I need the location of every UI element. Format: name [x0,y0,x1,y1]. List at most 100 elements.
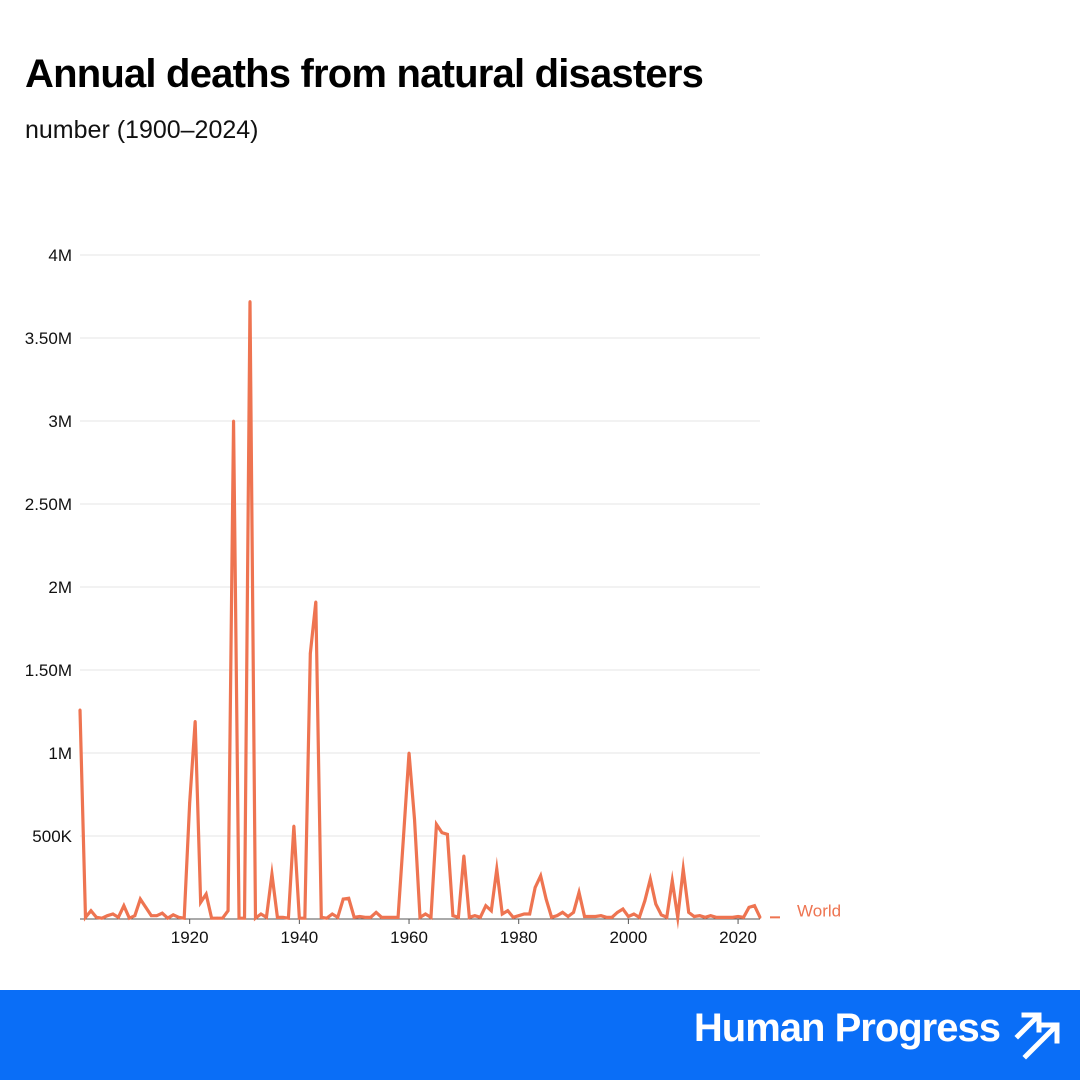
data-point [747,905,751,909]
y-tick-label: 2M [48,578,72,597]
legend-label[interactable]: World [797,901,841,920]
data-point [632,912,636,916]
data-point [418,915,422,919]
data-point [489,909,493,913]
data-point [138,897,142,901]
data-point [182,916,186,920]
data-point [462,854,466,858]
data-point [588,915,592,918]
gridlines [80,254,760,837]
data-point [495,867,499,871]
x-tick-label: 2000 [609,928,647,947]
data-point [352,915,356,919]
data-point [698,914,702,918]
data-point [522,912,526,916]
x-axis-tick-labels: 1920 1940 1960 1980 2000 2020 [171,919,757,947]
data-point [725,915,729,919]
data-point [665,915,669,919]
data-point [319,915,323,919]
data-point [687,910,691,914]
data-point [380,915,384,919]
data-point [144,905,148,909]
data-point [106,914,109,918]
data-point [193,720,197,723]
line-chart: 500K 1M 1.50M 2M 2.50M 3M 3.50M 4M 1920 1940 1960… [25,246,841,947]
data-point [237,916,241,920]
y-tick-label: 3.50M [25,329,72,348]
data-point [347,896,351,900]
data-point [402,834,405,838]
data-point [336,915,340,919]
y-tick-label: 500K [32,827,72,846]
data-point [369,915,373,919]
data-point [605,915,608,919]
data-point [232,419,235,423]
y-tick-label: 1M [48,744,72,763]
y-tick-label: 1.50M [25,661,72,680]
data-point [413,818,416,821]
series-line-world [78,301,762,930]
x-tick-label: 1940 [280,928,318,947]
data-point [391,915,394,919]
chart-subtitle: number (1900–2024) [25,116,259,144]
data-point [210,916,214,920]
data-point [709,914,713,918]
data-point [583,915,586,918]
data-point [528,912,532,916]
data-point [407,751,411,755]
data-point [742,915,745,919]
brand-name[interactable]: Human Progress [693,1006,1001,1050]
x-tick-label: 1980 [500,928,538,947]
data-point [374,910,378,914]
x-tick-label: 1920 [171,928,209,947]
data-point [100,916,104,920]
data-point [506,909,510,913]
data-point [478,915,482,919]
data-point [572,910,575,914]
data-point [292,824,296,828]
data-point [177,915,181,919]
data-point [363,915,367,919]
data-point [199,901,203,904]
data-point [89,909,93,913]
double-arrow-up-right-icon [1014,1012,1060,1060]
data-point [753,904,756,908]
data-point [692,915,696,918]
data-point [473,914,477,918]
data-point [648,877,652,881]
data-point [396,915,400,919]
data-point [577,891,581,894]
data-point [116,915,120,919]
legend: World [770,901,841,920]
chart-title: Annual deaths from natural disasters [25,52,704,96]
data-point [341,897,345,901]
data-point [215,916,219,920]
data-point [561,910,564,914]
data-point [731,915,734,919]
data-point [555,914,559,918]
data-point [429,915,433,919]
data-point [550,915,554,919]
data-point [155,914,159,918]
data-point [451,914,455,918]
data-point [566,915,570,918]
data-point [259,912,263,916]
data-point [621,907,625,911]
data-point [276,915,279,919]
data-point [188,801,192,805]
data-point [616,910,619,914]
data-point [758,915,762,919]
data-point [435,822,438,826]
data-point [539,874,543,878]
data-point [204,892,208,896]
data-point [703,915,707,919]
data-point [286,916,290,920]
data-point [594,915,597,918]
data-point [484,904,488,908]
data-point [95,915,98,919]
data-point [84,915,87,919]
data-point [171,913,175,917]
data-point [270,872,274,876]
data-point [166,916,170,920]
data-point [714,915,718,919]
